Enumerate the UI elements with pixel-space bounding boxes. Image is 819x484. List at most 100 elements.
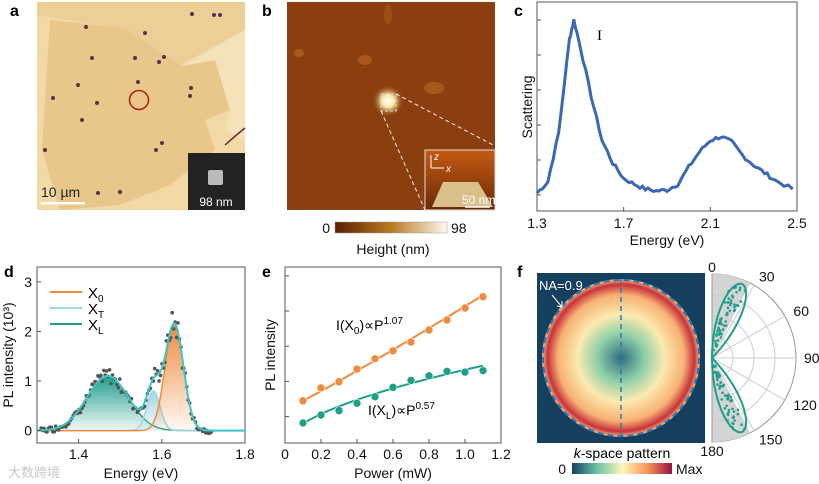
data-point [170,310,174,315]
polar-data-point [731,407,734,411]
nanocube [208,170,223,185]
polar-data-point [733,303,736,306]
polar-data-point [731,425,734,429]
x-tick-label: 1.7 [614,215,634,231]
data-point [116,386,121,390]
polar-data-point [727,410,730,414]
height-colorbar [334,221,448,234]
x-tick-label: 0 [281,446,289,462]
polar-data-point [738,286,742,290]
x-tick-label: 0.8 [419,446,439,462]
polar-grid-spoke [711,357,785,401]
data-point-XL [478,366,488,375]
x-tick-label: 0.4 [347,446,367,462]
x-tick-label: 1.4 [69,446,89,462]
selected-particle-circle [128,89,150,111]
polar-data-point [721,391,724,395]
particle-dot [160,141,164,145]
polar-data-point [733,419,736,422]
y-axis-label: PL intensity (10³) [0,302,16,407]
polar-data-point [735,291,738,294]
data-point [102,368,106,373]
polar-data-point [729,299,733,302]
data-point [110,373,115,377]
data-point-X0 [406,337,416,347]
particle-dot [90,56,94,60]
data-point [99,373,103,378]
polar-data-point [724,320,727,323]
legend-label-XL: XL [88,317,104,337]
polar-data-point [712,364,715,367]
fit-equation-fit-prefix: I(X [368,402,387,418]
data-point-X0 [388,346,398,356]
zoom-box [380,93,397,112]
particle-dot [143,31,147,35]
arrow-icon [551,294,563,308]
data-point-X0 [352,364,362,374]
k-space-disk [542,279,700,437]
x-tick-label: 1.6 [152,446,172,462]
polar-data-point [727,297,731,300]
z-axis-label: z [433,152,439,163]
polar-data-point [719,332,722,335]
polar-grid-spoke [711,315,785,359]
annotation: I [597,28,602,44]
polar-data-point [739,300,743,303]
polar-angle-label: 180 [700,443,724,459]
particle-dot [154,148,158,152]
fit-equation-fit-mid: )∝P [391,402,415,418]
afm-feature [294,49,304,57]
y-tick-label: 3 [24,274,32,290]
polar-data-point [716,376,719,380]
polar-data-point [723,301,727,304]
data-point-X0 [460,303,470,313]
afm-feature [424,82,444,94]
legend-label-X0: X0 [88,285,104,305]
k-space-title: k-space pattern [574,445,671,461]
polar-data-point [720,398,724,401]
polar-data-point [725,404,728,408]
data-point-X0 [442,315,452,325]
data-point-X0 [316,383,326,393]
data-point-XL [298,418,308,428]
polar-data-point [726,306,730,310]
x-axis-label: Power (mW) [354,465,432,481]
polar-angle-label: 120 [793,397,817,413]
panel-label-e: e [262,264,271,281]
polar-data-point [732,422,735,426]
y-tick-label: 1 [24,373,32,389]
scattering-spectrum-line [535,19,794,195]
polar-data-point [732,410,736,413]
polar-data-point [726,397,729,401]
polar-data-point [743,427,746,431]
fit-equation-exponent: 1.07 [383,316,403,327]
particle-dot [190,12,194,16]
particle-dot [76,83,80,87]
data-point [176,321,180,325]
polar-data-point [715,374,719,378]
polar-data-point [722,324,726,327]
data-point [171,327,176,331]
component-area-XL [37,376,245,431]
panel-e: e 0 0.2 0.4 0.6 0.8 1.0 1.2I(X0)∝P1.07I(XL)∝P0… [262,264,511,481]
x-axis-label: Energy (eV) [630,232,705,248]
polar-fit-lobe [711,357,748,434]
data-point [78,410,83,415]
data-point [174,335,179,340]
particle-dot [43,148,47,152]
particle-dot [84,25,88,29]
particle-dot [189,86,193,90]
polar-data-point [716,383,719,386]
data-point-X0 [478,292,488,302]
scale-bar-label: 10 µm [41,184,80,200]
total-fit-line [37,322,245,432]
na-label: NA=0.9 [539,278,583,293]
particle-dot [162,55,166,59]
y-axis-label: Scattering [519,75,535,138]
panel-b: b z x 50 nm 0 98 Height (nm) [262,2,496,257]
particle-dot [136,80,140,84]
polar-data-point [733,308,737,312]
particle-dot [96,191,100,195]
y-axis-label: PL intensity [262,319,278,391]
polar-angle-label: 90 [804,350,819,366]
